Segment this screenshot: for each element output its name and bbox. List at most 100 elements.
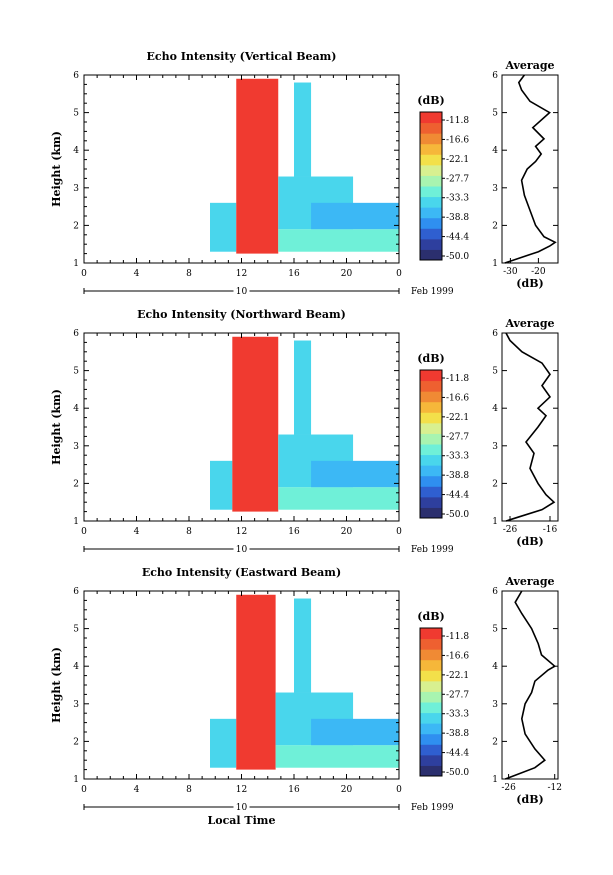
profile-y-tick-label: 6 <box>492 71 498 81</box>
colorbar-level-label: -50.0 <box>446 510 469 520</box>
y-tick-label: 1 <box>73 517 79 527</box>
y-axis: 1 2 3 4 5 6 <box>73 329 399 527</box>
date-day-label: 10 <box>236 545 248 555</box>
profile-x-tick-label: -20 <box>531 267 546 277</box>
x-tick-label: 16 <box>288 527 300 537</box>
average-profile: Average 1 2 3 4 5 6 -26 -12 (dB) <box>492 575 562 806</box>
profile-y-tick-label: 5 <box>492 625 498 635</box>
colorbar-swatch <box>420 217 442 229</box>
colorbar-level-label: -33.3 <box>446 710 469 720</box>
profile-x-tick-label: -30 <box>503 267 518 277</box>
y-tick-label: 6 <box>73 329 79 339</box>
colorbar-level-label: -16.6 <box>446 393 469 403</box>
profile-x-tick-label: -26 <box>501 783 516 793</box>
colorbar-swatch <box>420 712 442 724</box>
profile-y-tick-label: 1 <box>492 517 498 527</box>
colorbar-swatch <box>420 370 442 382</box>
colorbar-swatch <box>420 164 442 176</box>
colorbar-level-label: -22.1 <box>446 671 469 681</box>
profile-title: Average <box>504 59 554 72</box>
profile-y-tick-label: 2 <box>492 221 498 231</box>
colorbar-level-label: -44.4 <box>446 749 469 759</box>
beam-panel: Echo Intensity (Vertical Beam)0 4 8 12 16 20 0… <box>50 50 559 297</box>
colorbar-level-label: -16.6 <box>446 135 469 145</box>
x-tick-label: 4 <box>134 785 140 795</box>
heatmap-cell <box>236 594 276 770</box>
profile-y-tick-label: 6 <box>492 329 498 339</box>
x-tick-label: 12 <box>236 269 247 279</box>
colorbar-swatch <box>420 412 442 424</box>
colorbar-level-label: -44.4 <box>446 491 469 501</box>
date-bar: 10 Feb 1999 <box>83 543 454 555</box>
y-axis: 1 2 3 4 5 6 <box>73 587 399 785</box>
colorbar-swatch <box>420 659 442 671</box>
colorbar-swatch <box>420 454 442 466</box>
x-tick-label: 8 <box>186 785 192 795</box>
x-tick-label: 0 <box>396 785 402 795</box>
profile-y-tick-label: 5 <box>492 109 498 119</box>
profile-y-tick-label: 4 <box>492 404 498 414</box>
y-tick-label: 5 <box>73 367 79 377</box>
colorbar-level-label: -11.8 <box>446 632 469 642</box>
colorbar-swatch <box>420 649 442 661</box>
colorbar-level-label: -27.7 <box>446 432 469 442</box>
colorbar-swatch <box>420 733 442 745</box>
heatmap-cell <box>311 718 399 746</box>
y-tick-label: 6 <box>73 587 79 597</box>
colorbar-swatch <box>420 154 442 166</box>
profile-line <box>504 74 557 264</box>
colorbar-unit: (dB) <box>417 352 444 365</box>
date-bar-gap <box>233 801 250 811</box>
colorbar: (dB)-11.8 -16.6 -22.1 -27.7 -33.3 -38.8 -44.4 -… <box>417 610 469 778</box>
heatmap-cell <box>210 718 237 768</box>
colorbar-level-label: -33.3 <box>446 452 469 462</box>
colorbar-swatch <box>420 486 442 498</box>
profile-y-tick-label: 3 <box>492 700 498 710</box>
average-profile: Average 1 2 3 4 5 6 -30 -20(dB) <box>492 59 559 290</box>
profile-y-tick-label: 1 <box>492 775 498 785</box>
colorbar-swatch <box>420 496 442 508</box>
colorbar: (dB)-11.8 -16.6 -22.1 -27.7 -33.3 -38.8 -44.4 -… <box>417 94 469 262</box>
date-day-label: 10 <box>236 803 248 813</box>
colorbar-swatch <box>420 680 442 692</box>
colorbar-swatch <box>420 238 442 250</box>
y-tick-label: 4 <box>73 146 79 156</box>
colorbar-swatch <box>420 133 442 145</box>
colorbar-swatch <box>420 143 442 155</box>
profile-y-tick-label: 4 <box>492 146 498 156</box>
x-tick-label: 20 <box>341 785 353 795</box>
colorbar-swatch <box>420 112 442 124</box>
colorbar-swatch <box>420 249 442 261</box>
panel-title: Echo Intensity (Northward Beam) <box>137 308 346 321</box>
colorbar-level-label: -11.8 <box>446 374 469 384</box>
y-axis-label: Height (km) <box>50 389 63 465</box>
x-tick-label: 20 <box>341 527 353 537</box>
heatmap-regions <box>210 336 399 512</box>
profile-y-tick-label: 2 <box>492 737 498 747</box>
heatmap-cell <box>294 82 312 177</box>
profile-title: Average <box>504 317 554 330</box>
date-day-label: 10 <box>236 287 248 297</box>
colorbar-swatch <box>420 401 442 413</box>
y-tick-label: 6 <box>73 71 79 81</box>
date-bar: 10 Feb 1999 <box>83 801 454 813</box>
colorbar-swatch <box>420 122 442 134</box>
heatmap-cell <box>210 460 233 510</box>
y-tick-label: 2 <box>73 737 79 747</box>
heatmap-cell <box>210 202 237 252</box>
colorbar-level-label: -50.0 <box>446 768 469 778</box>
x-axis: 0 4 8 12 16 20 0 <box>81 333 402 537</box>
heatmap-regions <box>210 78 399 254</box>
colorbar-swatch <box>420 702 442 714</box>
x-tick-label: 8 <box>186 527 192 537</box>
x-tick-label: 0 <box>396 269 402 279</box>
profile-y-tick-label: 3 <box>492 184 498 194</box>
heatmap-cell <box>232 336 279 512</box>
x-tick-label: 20 <box>341 269 353 279</box>
heatmap-cell <box>236 78 279 254</box>
heatmap-cell <box>311 460 399 488</box>
y-tick-label: 2 <box>73 221 79 231</box>
profile-y-tick-label: 1 <box>492 259 498 269</box>
x-tick-label: 4 <box>134 527 140 537</box>
y-axis-label: Height (km) <box>50 131 63 207</box>
